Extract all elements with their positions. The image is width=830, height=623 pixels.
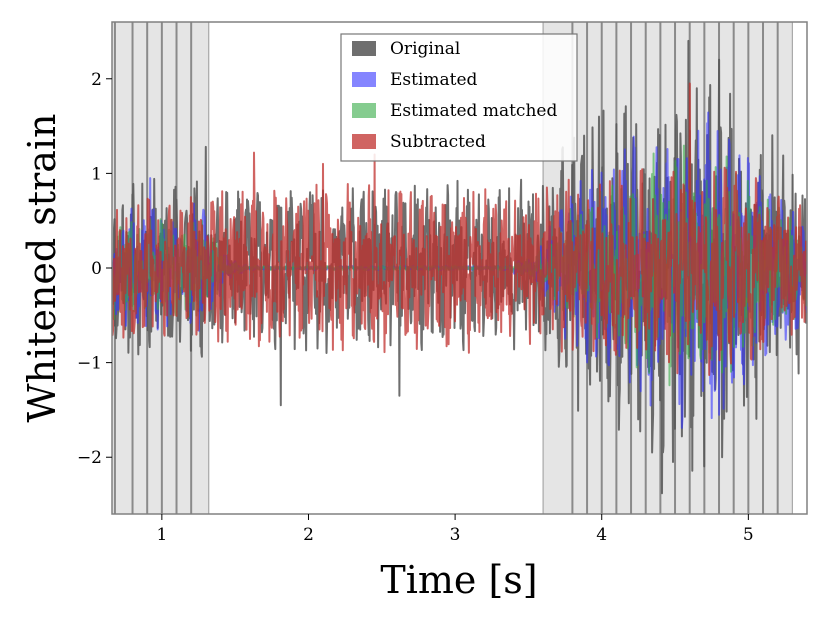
y-tick-label: 1 [91,164,102,184]
legend-box [340,33,578,162]
legend-label: Estimated matched [390,101,557,121]
legend-swatch [352,72,376,87]
y-tick-label: 2 [91,70,102,90]
legend-swatch [352,134,376,149]
legend: Original Estimated Estimated matched Subtra… [340,33,578,162]
x-axis-label: Time [s] [380,558,537,602]
x-tick-label: 5 [743,525,754,545]
x-tick-label: 2 [303,525,314,545]
legend-label: Estimated [390,70,478,90]
x-tick-label: 3 [450,525,461,545]
series-line-subtracted [112,82,807,376]
legend-label: Subtracted [390,132,486,152]
x-tick-label: 1 [156,525,167,545]
y-tick-label: −2 [77,448,102,468]
x-axis-ticks: 1 2 3 4 5 [156,514,754,545]
x-tick-label: 4 [596,525,607,545]
series-lines [112,39,807,495]
y-tick-label: −1 [77,354,102,374]
legend-label: Original [390,39,460,59]
legend-swatch [352,41,376,56]
y-axis-label: Whitened strain [20,113,64,422]
legend-swatch [352,103,376,118]
y-tick-label: 0 [91,259,102,279]
y-axis-ticks: −2 −1 0 1 2 [77,70,112,468]
